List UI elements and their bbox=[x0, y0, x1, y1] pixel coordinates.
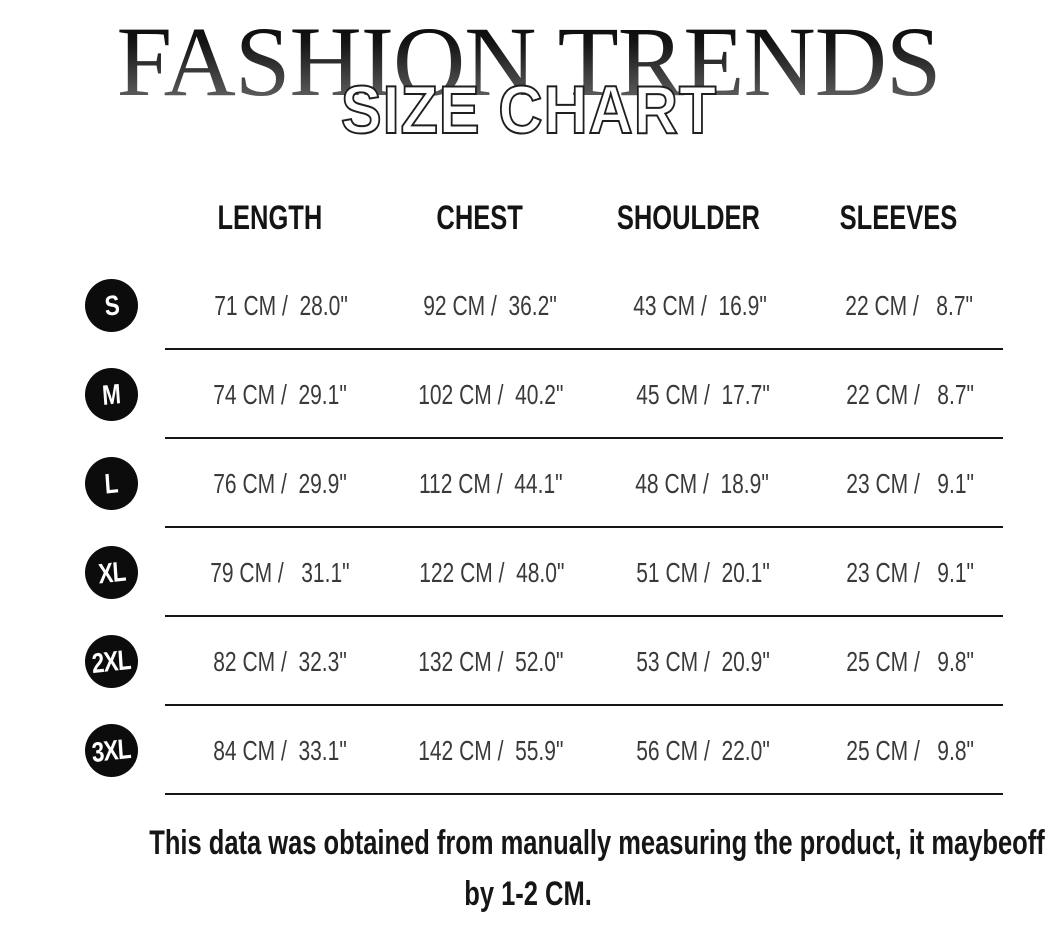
column-header-length: LENGTH bbox=[165, 199, 375, 238]
measurement-value: 112 CM / 44.1" bbox=[419, 467, 563, 499]
measurement-value: 45 CM / 17.7" bbox=[636, 378, 770, 410]
measurement-value: 76 CM / 29.9" bbox=[213, 467, 347, 499]
sleeves-cell: 25 CM / 9.8" bbox=[796, 646, 1003, 678]
measurement-value: 71 CM / 28.0" bbox=[213, 289, 348, 321]
sleeves-cell: 22 CM / 8.7" bbox=[796, 379, 1003, 411]
measurement-value: 51 CM / 20.1" bbox=[636, 556, 770, 588]
size-badge-l: L bbox=[85, 457, 138, 510]
shoulder-cell: 48 CM / 18.9" bbox=[587, 468, 795, 500]
brand-title: FASHION TRENDS bbox=[0, 0, 1057, 112]
sleeves-cell: 23 CM / 9.1" bbox=[796, 557, 1003, 589]
chest-cell: 92 CM / 36.2" bbox=[375, 290, 585, 322]
size-badge-label: L bbox=[103, 466, 119, 500]
disclaimer-line-2: by 1-2 CM. bbox=[0, 872, 1057, 923]
size-badge-xl: XL bbox=[85, 546, 138, 599]
row-divider bbox=[165, 526, 1003, 528]
chest-cell: 112 CM / 44.1" bbox=[373, 468, 587, 500]
badge-cell: M bbox=[0, 368, 165, 421]
table-row-3xl: 3XL 84 CM / 33.1" 142 CM / 55.9" 56 CM /… bbox=[0, 706, 1003, 795]
measurement-value: 22 CM / 8.7" bbox=[845, 289, 974, 321]
measurement-value: 132 CM / 52.0" bbox=[418, 645, 564, 677]
length-cell: 76 CM / 29.9" bbox=[165, 468, 373, 500]
length-cell: 84 CM / 33.1" bbox=[165, 735, 372, 767]
table-row-xl: XL 79 CM / 31.1" 122 CM / 48.0" 51 CM / … bbox=[0, 528, 1003, 617]
sleeves-cell: 23 CM / 9.1" bbox=[795, 468, 1003, 500]
sleeves-cell: 25 CM / 9.8" bbox=[796, 735, 1003, 767]
disclaimer-text: by 1-2 CM. bbox=[464, 875, 593, 913]
measurement-value: 74 CM / 29.1" bbox=[212, 378, 347, 410]
measurement-value: 53 CM / 20.9" bbox=[636, 645, 770, 677]
size-chart-heading: SIZE CHART bbox=[0, 72, 1057, 148]
badge-cell: 2XL bbox=[0, 635, 165, 688]
measurement-value: 79 CM / 31.1" bbox=[210, 556, 350, 588]
row-divider bbox=[165, 437, 1003, 439]
chest-cell: 142 CM / 55.9" bbox=[372, 735, 588, 767]
size-badge-label: XL bbox=[96, 555, 127, 589]
size-badge-label: S bbox=[103, 288, 120, 322]
table-row-s: S 71 CM / 28.0" 92 CM / 36.2" 43 CM / 16… bbox=[0, 261, 1003, 350]
length-cell: 82 CM / 32.3" bbox=[165, 646, 372, 678]
size-badge-label: 3XL bbox=[91, 732, 132, 768]
table-row-l: L 76 CM / 29.9" 112 CM / 44.1" 48 CM / 1… bbox=[0, 439, 1003, 528]
column-header-sleeves-label: SLEEVES bbox=[839, 199, 958, 237]
shoulder-cell: 45 CM / 17.7" bbox=[588, 379, 795, 411]
length-cell: 71 CM / 28.0" bbox=[165, 290, 375, 322]
measurement-value: 23 CM / 9.1" bbox=[846, 467, 974, 499]
disclaimer-text: This data was obtained from manually mea… bbox=[149, 824, 1045, 862]
shoulder-cell: 51 CM / 20.1" bbox=[588, 557, 795, 589]
measurement-value: 43 CM / 16.9" bbox=[632, 289, 767, 321]
chest-cell: 132 CM / 52.0" bbox=[372, 646, 588, 678]
table-row-2xl: 2XL 82 CM / 32.3" 132 CM / 52.0" 53 CM /… bbox=[0, 617, 1003, 706]
measurement-value: 142 CM / 55.9" bbox=[418, 734, 564, 766]
sleeves-cell: 22 CM / 8.7" bbox=[794, 290, 1004, 322]
measurement-value: 25 CM / 9.8" bbox=[846, 645, 975, 677]
badge-cell: 3XL bbox=[0, 724, 165, 777]
measurement-value: 48 CM / 18.9" bbox=[634, 467, 769, 499]
measurement-value: 25 CM / 9.8" bbox=[846, 734, 975, 766]
chest-cell: 102 CM / 40.2" bbox=[372, 379, 588, 411]
row-divider bbox=[165, 793, 1003, 795]
shoulder-cell: 43 CM / 16.9" bbox=[584, 290, 794, 322]
row-divider bbox=[165, 704, 1003, 706]
row-divider bbox=[165, 348, 1003, 350]
column-header-sleeves: SLEEVES bbox=[794, 199, 1004, 238]
column-header-length-label: LENGTH bbox=[217, 199, 323, 237]
size-badge-3xl: 3XL bbox=[85, 724, 138, 777]
column-header-shoulder: SHOULDER bbox=[584, 199, 794, 238]
measurement-value: 82 CM / 32.3" bbox=[212, 645, 347, 677]
disclaimer-line-1: This data was obtained from manually mea… bbox=[0, 821, 1057, 872]
size-badge-s: S bbox=[85, 279, 138, 332]
table-row-m: M 74 CM / 29.1" 102 CM / 40.2" 45 CM / 1… bbox=[0, 350, 1003, 439]
shoulder-cell: 56 CM / 22.0" bbox=[588, 735, 795, 767]
measurement-value: 102 CM / 40.2" bbox=[418, 378, 564, 410]
disclaimer: This data was obtained from manually mea… bbox=[0, 821, 1057, 923]
size-badge-m: M bbox=[85, 368, 138, 421]
measurement-value: 23 CM / 9.1" bbox=[846, 556, 975, 588]
measurement-value: 122 CM / 48.0" bbox=[419, 556, 565, 588]
size-badge-label: M bbox=[101, 377, 122, 411]
measurement-value: 22 CM / 8.7" bbox=[846, 378, 975, 410]
measurement-value: 92 CM / 36.2" bbox=[423, 289, 558, 321]
length-cell: 79 CM / 31.1" bbox=[165, 557, 373, 589]
size-table-header-row: LENGTH CHEST SHOULDER SLEEVES bbox=[0, 176, 1003, 261]
column-header-chest-label: CHEST bbox=[436, 199, 523, 237]
masthead: FASHION TRENDS SIZE CHART bbox=[0, 0, 1057, 176]
size-chart-heading-text: SIZE CHART bbox=[340, 72, 717, 148]
row-divider bbox=[165, 615, 1003, 617]
chest-cell: 122 CM / 48.0" bbox=[373, 557, 589, 589]
badge-cell: XL bbox=[0, 546, 165, 599]
badge-cell: S bbox=[0, 279, 165, 332]
size-badge-label: 2XL bbox=[91, 643, 132, 679]
measurement-value: 84 CM / 33.1" bbox=[212, 734, 347, 766]
shoulder-cell: 53 CM / 20.9" bbox=[588, 646, 795, 678]
badge-cell: L bbox=[0, 457, 165, 510]
length-cell: 74 CM / 29.1" bbox=[165, 379, 372, 411]
size-table: LENGTH CHEST SHOULDER SLEEVES S 71 CM / … bbox=[0, 176, 1003, 795]
measurement-value: 56 CM / 22.0" bbox=[636, 734, 770, 766]
column-header-shoulder-label: SHOULDER bbox=[617, 199, 761, 237]
column-header-chest: CHEST bbox=[375, 199, 585, 238]
size-badge-2xl: 2XL bbox=[85, 635, 138, 688]
